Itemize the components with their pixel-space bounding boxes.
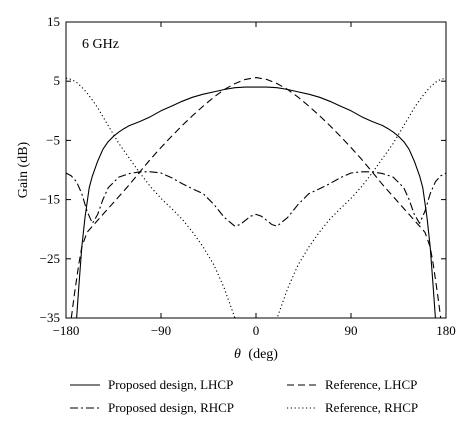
series-layer (66, 77, 446, 318)
x-axis-unit: (deg) (248, 347, 278, 362)
series-line-3 (66, 77, 446, 318)
y-tick-label-5: 15 (47, 14, 60, 29)
y-tick-label-3: −5 (46, 132, 60, 147)
y-tick-label-4: 5 (54, 73, 61, 88)
legend: Proposed design, LHCP Reference, LHCP Prop… (70, 377, 418, 415)
legend-label-0: Proposed design, LHCP (108, 377, 233, 392)
series-line-1 (70, 77, 442, 318)
series-line-0 (76, 86, 436, 318)
y-tick-label-2: −15 (40, 192, 60, 207)
x-tick-label-1: −90 (151, 323, 171, 338)
legend-label-1: Reference, LHCP (325, 377, 417, 392)
frequency-annotation: 6 GHz (82, 37, 119, 52)
x-tick-label-2: 0 (253, 323, 260, 338)
x-tick-label-0: −180 (53, 323, 80, 338)
y-axis-title: Gain (dB) (16, 141, 31, 198)
x-axis-title: θ (deg) (234, 347, 278, 362)
tick-labels: −180 −90 0 90 180 −35 −25 −15 −5 5 15 (40, 14, 456, 338)
x-tick-label-4: 180 (436, 323, 456, 338)
x-tick-label-3: 90 (345, 323, 358, 338)
y-tick-label-1: −25 (40, 251, 60, 266)
axis-ticks (65, 21, 447, 319)
series-line-2 (66, 171, 446, 227)
y-tick-label-0: −35 (40, 310, 60, 325)
plot-frame (65, 21, 447, 319)
legend-label-2: Proposed design, RHCP (108, 400, 234, 415)
legend-label-3: Reference, RHCP (325, 400, 418, 415)
x-axis-symbol: θ (234, 347, 241, 362)
